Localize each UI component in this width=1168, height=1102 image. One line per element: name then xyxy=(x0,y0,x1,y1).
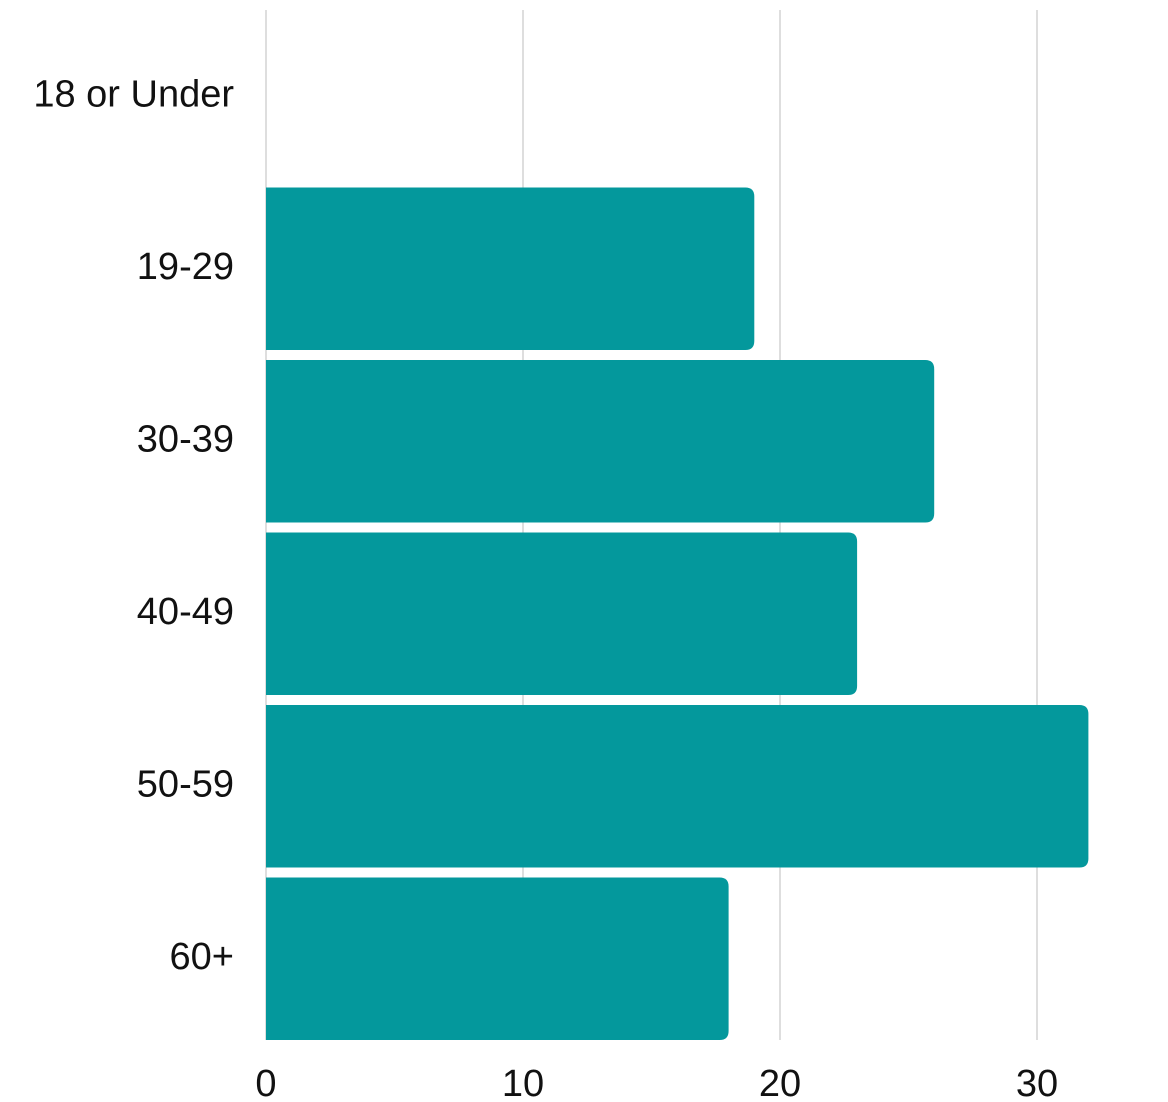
bar-layer xyxy=(266,187,1089,1040)
category-label: 30-39 xyxy=(137,418,234,460)
grid-layer xyxy=(265,10,1038,1040)
bar-50-59 xyxy=(266,705,1089,868)
category-label: 60+ xyxy=(170,936,234,978)
category-label: 19-29 xyxy=(137,246,234,288)
bar-60- xyxy=(266,877,729,1040)
x-tick-label: 20 xyxy=(759,1063,801,1102)
bar-30-39 xyxy=(266,360,935,523)
x-tick-label: 10 xyxy=(502,1063,544,1102)
category-label: 40-49 xyxy=(137,591,234,633)
category-label: 18 or Under xyxy=(33,73,234,115)
x-tick-label-layer: 0 10 20 30 xyxy=(255,1063,1058,1102)
bar-19-29 xyxy=(266,187,755,350)
x-tick-label: 0 xyxy=(255,1063,276,1102)
category-label: 50-59 xyxy=(137,763,234,805)
bar-40-49 xyxy=(266,532,858,695)
x-tick-label: 30 xyxy=(1016,1063,1058,1102)
category-label-layer: 18 or Under 19-29 30-39 40-49 50-59 60+ xyxy=(33,73,234,978)
